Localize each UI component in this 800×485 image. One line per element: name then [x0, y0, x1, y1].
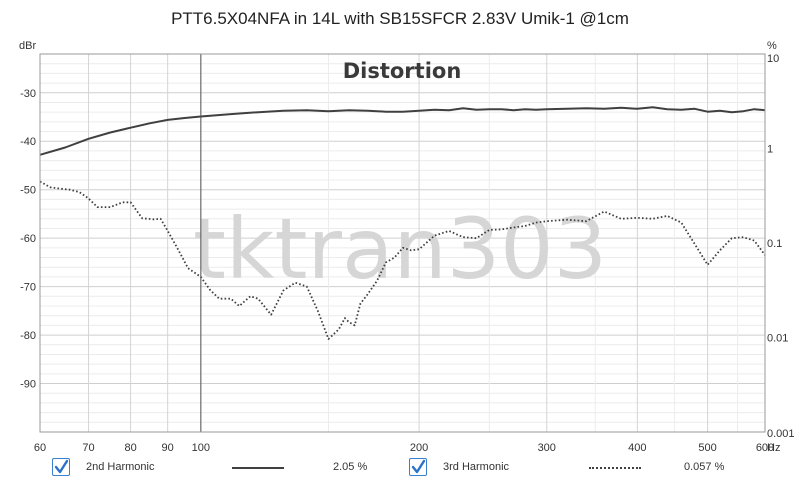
- plot-label: Distortion: [343, 59, 462, 83]
- legend-value-2nd-harmonic: 2.05 %: [333, 461, 368, 473]
- x-tick-label: 600: [756, 442, 774, 454]
- y-right-tick-label: 1: [767, 144, 773, 156]
- y-tick-label: -70: [20, 282, 36, 294]
- y-right-tick-label: 0.001: [767, 428, 795, 440]
- y-tick-label: -90: [20, 379, 36, 391]
- x-tick-label: 300: [538, 442, 556, 454]
- x-tick-label: 100: [192, 442, 210, 454]
- y-tick-label: -40: [20, 136, 36, 148]
- x-tick-label: 80: [124, 442, 136, 454]
- y-tick-label: -60: [20, 233, 36, 245]
- y-right-tick-label: 0.01: [767, 333, 788, 345]
- plot-frame: [39, 53, 766, 433]
- chart-title: PTT6.5X04NFA in 14L with SB15SFCR 2.83V …: [171, 9, 629, 28]
- checkbox-3rd-harmonic[interactable]: [409, 458, 427, 476]
- check-icon: [411, 459, 426, 474]
- legend: 2nd Harmonic 2.05 % 3rd Harmonic 0.057 %: [0, 454, 800, 482]
- legend-label-3rd-harmonic: 3rd Harmonic: [443, 461, 510, 473]
- x-tick-label: 200: [410, 442, 428, 454]
- legend-label-2nd-harmonic: 2nd Harmonic: [86, 461, 155, 473]
- legend-swatch-dotted: [589, 467, 641, 469]
- x-tick-label: 70: [82, 442, 94, 454]
- series-3rd-harmonic-line: [39, 180, 766, 340]
- check-icon: [54, 459, 69, 474]
- x-tick-label: 60: [34, 442, 46, 454]
- y-tick-label: -50: [20, 185, 36, 197]
- x-tick-label: 500: [698, 442, 716, 454]
- x-tick-label: 400: [628, 442, 646, 454]
- series-layer: [39, 106, 766, 340]
- x-tick-label: 90: [162, 442, 174, 454]
- y-tick-label: -30: [20, 88, 36, 100]
- y-right-tick-label: 10: [767, 53, 779, 65]
- right-axis-unit: %: [767, 40, 777, 52]
- watermark: tktran303: [193, 200, 607, 298]
- ticks: -30 -40 -50 -60 -70 -80 -90 10 1 0.1 0.01 0.001 60 70…: [20, 53, 794, 454]
- series-2nd-harmonic-line: [39, 106, 766, 156]
- legend-value-3rd-harmonic: 0.057 %: [684, 461, 725, 473]
- y-right-tick-label: 0.1: [767, 238, 782, 250]
- legend-swatch-solid: [232, 467, 284, 469]
- left-axis-unit: dBr: [19, 40, 36, 52]
- checkbox-2nd-harmonic[interactable]: [52, 458, 70, 476]
- y-tick-label: -80: [20, 330, 36, 342]
- x-axis-unit: Hz: [767, 442, 780, 454]
- distortion-chart: PTT6.5X04NFA in 14L with SB15SFCR 2.83V …: [19, 9, 795, 454]
